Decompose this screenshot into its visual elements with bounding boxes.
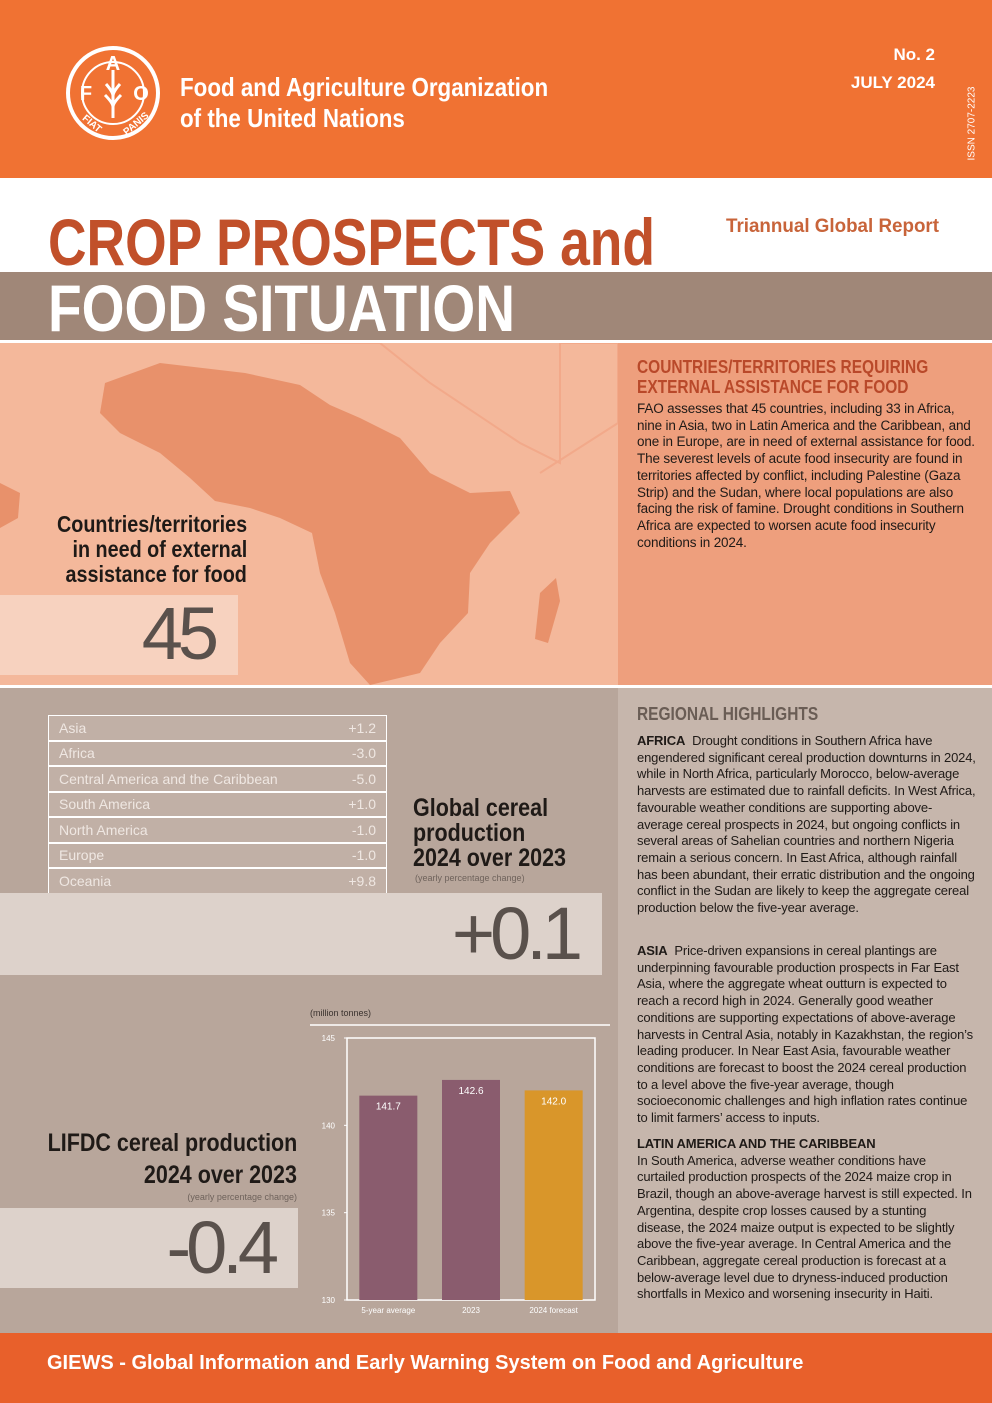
logo: F A O FIAT PANIS — [66, 46, 160, 140]
logo-ring — [66, 46, 160, 140]
logo-inner — [81, 61, 145, 125]
report-type: Triannual Global Report — [726, 216, 940, 237]
madagascar-shape — [535, 578, 560, 643]
table-region: Europe — [59, 847, 105, 864]
info-panel — [618, 343, 992, 685]
lifdc-note: (yearly percentage change) — [187, 1192, 297, 1202]
table-region: Central America and the Caribbean — [59, 770, 278, 787]
x-tick-label: 2023 — [462, 1306, 480, 1315]
table-value: -5.0 — [351, 770, 376, 787]
chart: (million tonnes) 130 135 140 145 141.7 5-year… — [310, 1008, 610, 1315]
lifdc-label: 2024 over 2023 — [143, 1161, 297, 1189]
logo-wheat — [103, 70, 123, 118]
x-tick-label: 2024 forecast — [529, 1306, 578, 1315]
value-label: 141.7 — [376, 1102, 401, 1113]
table-value: -3.0 — [351, 745, 376, 762]
global-note: (yearly percentage change) — [415, 873, 525, 883]
issn: ISSN 2707-2223 — [966, 86, 978, 161]
highlight: AFRICA Drought conditions in Southern Af… — [637, 733, 977, 917]
section-heading: EXTERNAL ASSISTANCE FOR FOOD — [637, 377, 909, 397]
logo-letter: F — [80, 83, 92, 105]
table-value: +1.0 — [348, 796, 376, 813]
highlight-text: Drought conditions in Southern Africa ha… — [637, 733, 976, 916]
footer — [0, 1333, 992, 1403]
land-shape — [0, 483, 20, 528]
highlight-lead: LATIN AMERICA AND THE CARIBBEAN — [637, 1136, 876, 1151]
y-tick-label: 145 — [322, 1034, 336, 1043]
assistance-count: 45 — [141, 592, 219, 675]
title: CROP PROSPECTS and FOOD SITUATION Triann… — [48, 205, 940, 343]
issue-date: JULY 2024 — [850, 73, 935, 92]
table-row: Oceania +9.8 — [48, 868, 387, 894]
value-box — [0, 1208, 298, 1288]
highlight-text: Price-driven expansions in cereal planti… — [637, 943, 974, 1126]
section-heading: REGIONAL HIGHLIGHTS — [637, 704, 819, 724]
table-value: -1.0 — [351, 847, 376, 864]
y-tick-label: 140 — [322, 1121, 336, 1130]
x-tick-label: 5-year average — [361, 1306, 415, 1315]
table-region: North America — [59, 821, 148, 838]
value-box — [0, 893, 602, 975]
highlight-text: In South America, adverse weather condit… — [637, 1152, 972, 1302]
header — [0, 0, 992, 178]
highlight: ASIA Price-driven expansions in cereal p… — [637, 943, 977, 1127]
y-tick-label: 135 — [322, 1209, 336, 1218]
global-label: production — [413, 819, 526, 847]
global-label: Global cereal — [413, 794, 549, 822]
highlight-lead: AFRICA — [637, 733, 686, 748]
bar — [442, 1079, 500, 1300]
title-band — [0, 272, 992, 340]
logo-letter: A — [106, 53, 120, 75]
title-line: FOOD SITUATION — [48, 271, 515, 343]
map — [0, 343, 618, 685]
section-text: FAO assesses that 45 countries, includin… — [637, 401, 975, 550]
table-row: Africa -3.0 — [48, 740, 387, 766]
table-region: Africa — [59, 745, 95, 762]
count-box — [0, 595, 238, 675]
issue-number: No. 2 — [893, 45, 935, 64]
table-region: Asia — [59, 719, 87, 736]
logo-letter: O — [133, 83, 149, 105]
global-label: 2024 over 2023 — [413, 844, 567, 872]
table-row: South America +1.0 — [48, 791, 387, 817]
table-region: South America — [59, 796, 151, 813]
value-label: 142.6 — [458, 1086, 483, 1097]
global-value: +0.1 — [451, 892, 583, 975]
table-row: Europe -1.0 — [48, 842, 387, 868]
table-row: North America -1.0 — [48, 817, 387, 843]
org-name: of the United Nations — [180, 103, 405, 133]
coast-line — [300, 343, 618, 474]
org-name: Food and Agriculture Organization — [180, 72, 549, 102]
highlight-lead: ASIA — [637, 943, 668, 958]
table-row: Asia +1.2 — [48, 715, 387, 741]
y-tick-label: 130 — [322, 1296, 336, 1305]
table-row: Central America and the Caribbean -5.0 — [48, 766, 387, 792]
title-line: CROP PROSPECTS and — [48, 205, 655, 279]
value-label: 142.0 — [541, 1096, 566, 1107]
assistance-label: Countries/territories — [56, 511, 247, 537]
y-axis-label: (million tonnes) — [310, 1008, 371, 1018]
bar — [359, 1095, 418, 1300]
table-value: +9.8 — [348, 872, 376, 889]
assistance-label: in need of external — [72, 536, 247, 562]
footer-text: GIEWS - Global Information and Early War… — [47, 1352, 804, 1374]
section-heading: COUNTRIES/TERRITORIES REQUIRING — [637, 357, 929, 377]
lifdc-value: -0.4 — [166, 1206, 278, 1289]
bar — [524, 1090, 583, 1300]
assistance-label: assistance for food — [65, 561, 247, 587]
lifdc-label: LIFDC cereal production — [47, 1129, 297, 1157]
right-panel — [618, 688, 992, 1333]
table-region: Oceania — [59, 872, 112, 889]
highlight: LATIN AMERICA AND THE CARIBBEAN In South … — [637, 1136, 977, 1303]
table-value: +1.2 — [348, 719, 376, 736]
africa-shape — [100, 363, 520, 685]
table-value: -1.0 — [351, 821, 376, 838]
